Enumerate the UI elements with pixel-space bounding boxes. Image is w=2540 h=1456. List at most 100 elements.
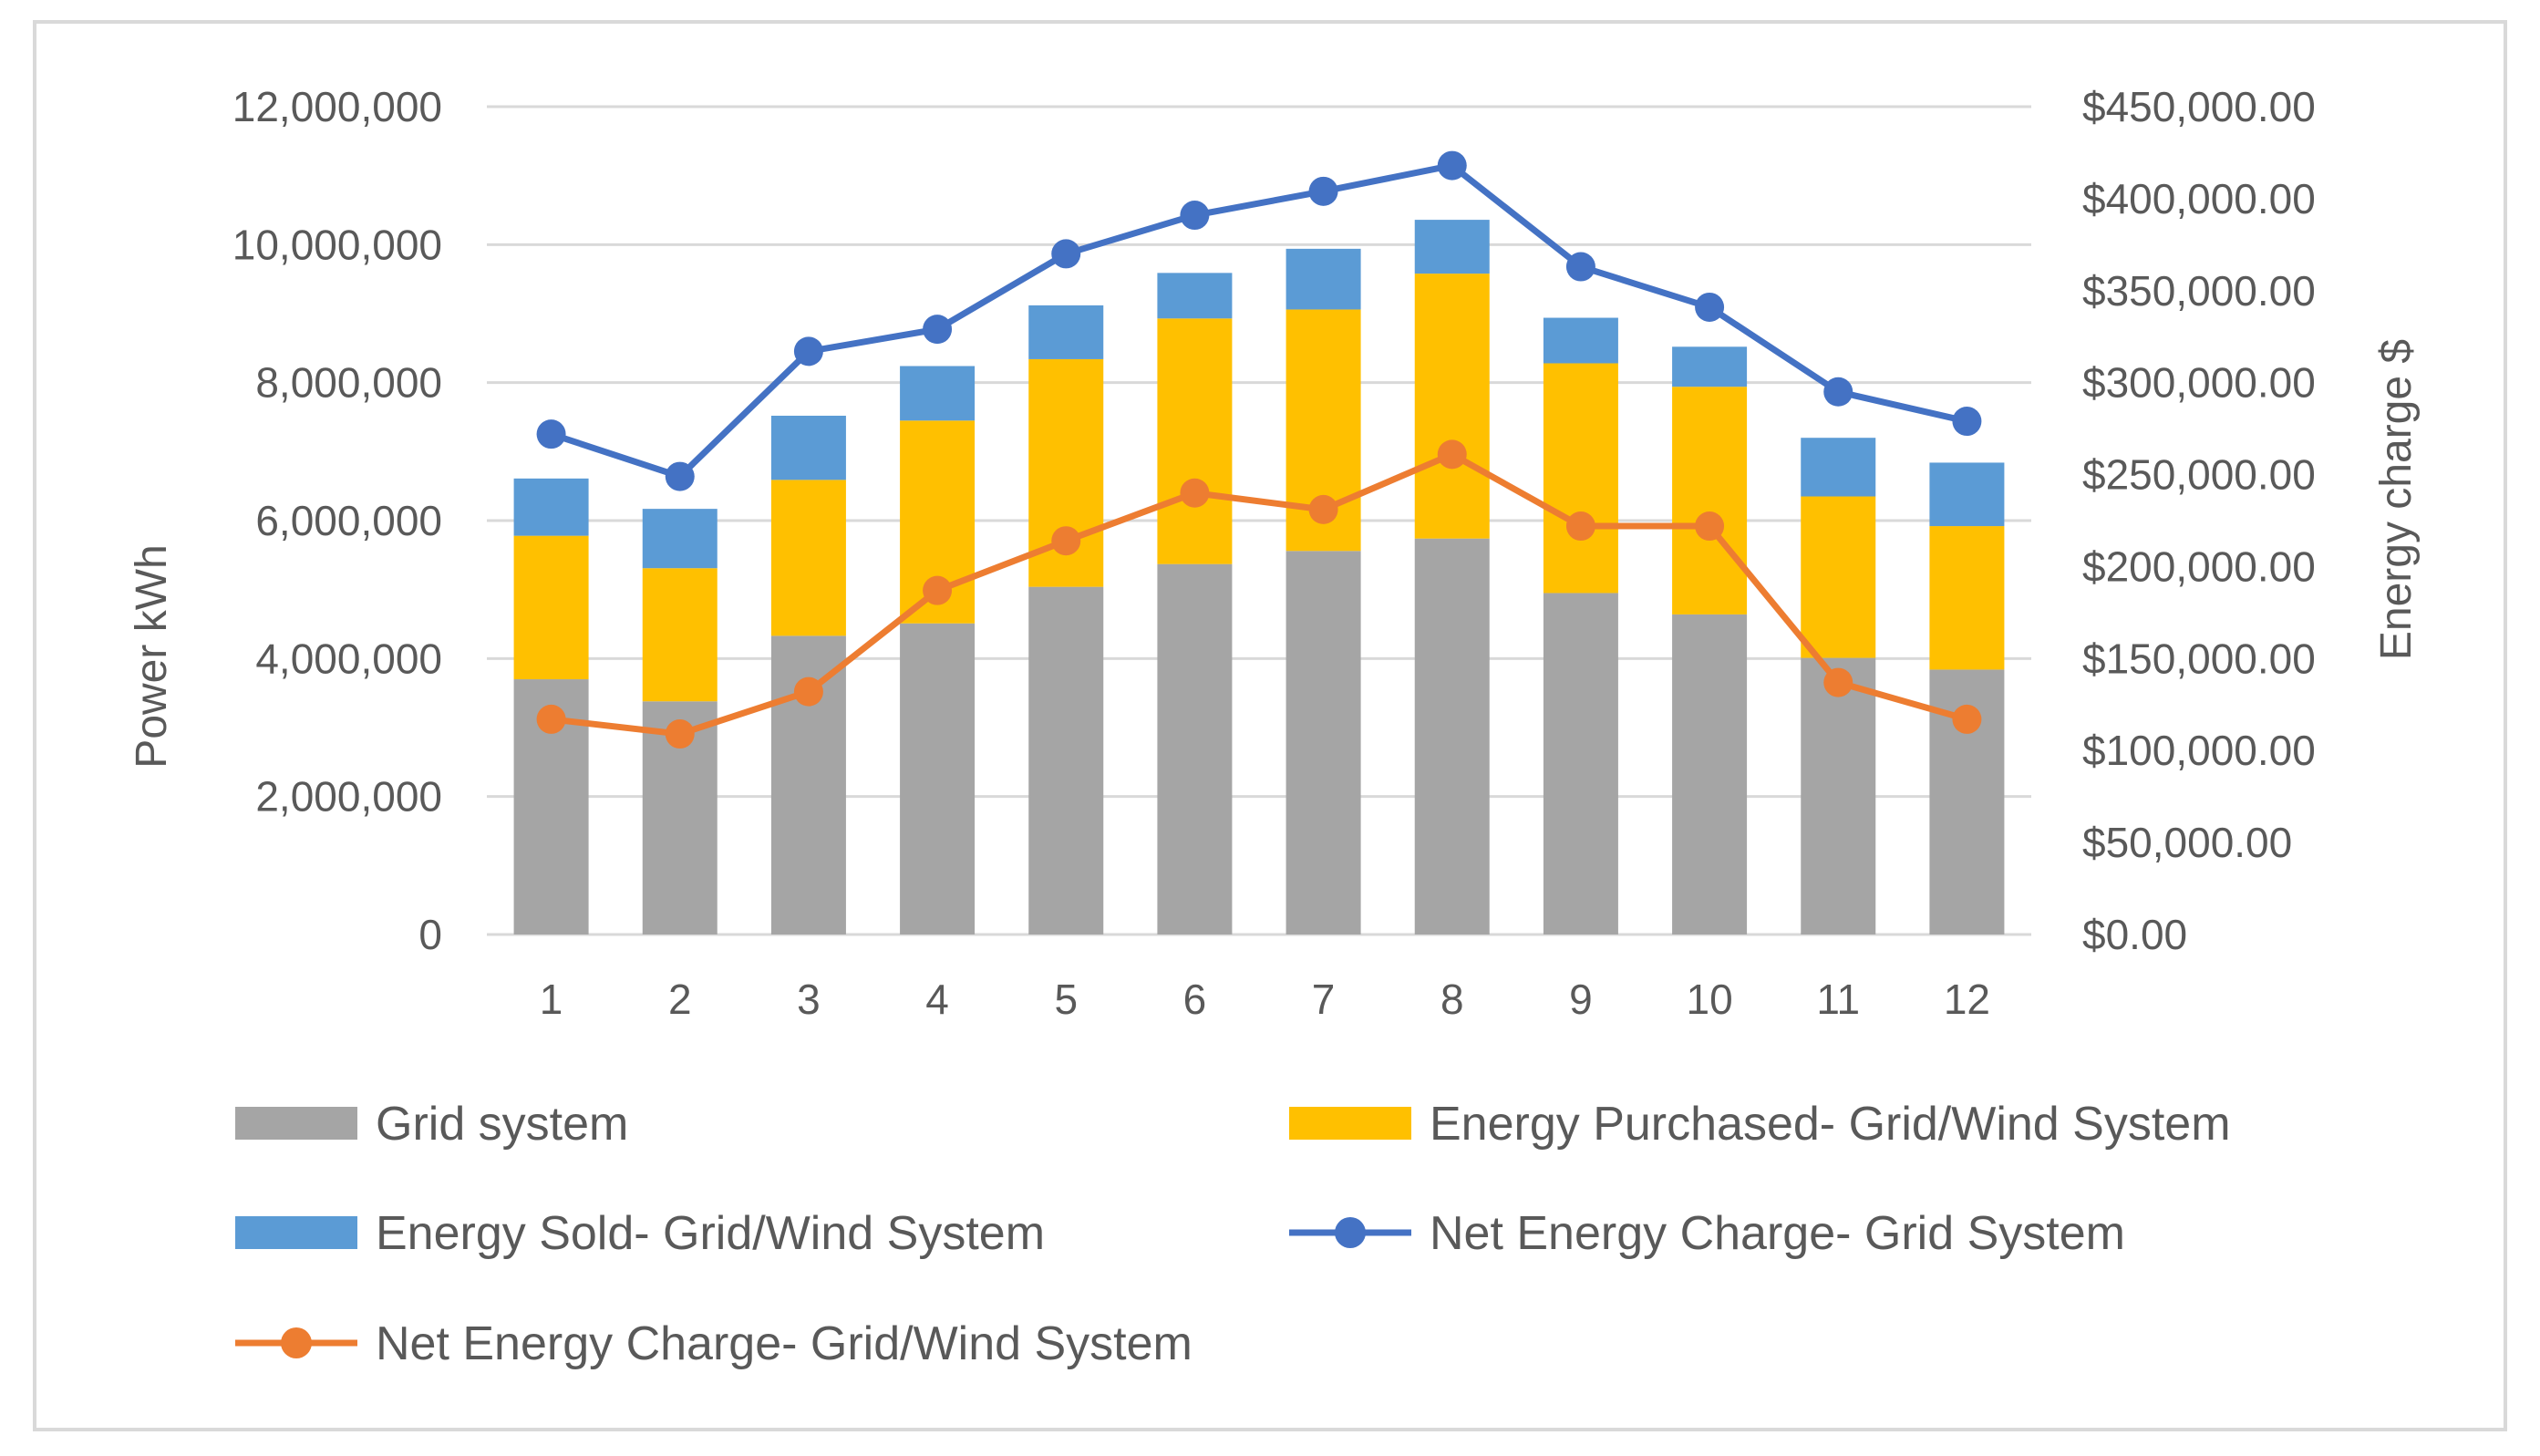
- y-tick-label: 10,000,000: [232, 221, 442, 268]
- point-net-energy-charge-grid-system: [1051, 239, 1081, 269]
- legend-label: Grid system: [376, 1098, 628, 1151]
- point-net-energy-charge-grid-system: [923, 315, 953, 345]
- bars: [513, 220, 2005, 935]
- y2-tick-label: $300,000.00: [2082, 359, 2316, 407]
- y-tick-label: 8,000,000: [255, 359, 442, 407]
- legend-label: Net Energy Charge- Grid/Wind System: [376, 1317, 1193, 1370]
- point-net-energy-charge-grid-system: [1695, 292, 1725, 322]
- bar-energy-sold-grid-wind-system: [1028, 305, 1104, 359]
- bar-energy-purchased-grid-wind-system: [1672, 387, 1748, 614]
- x-tick-label: 4: [925, 976, 949, 1023]
- point-net-energy-charge-grid-wind-system: [536, 704, 566, 734]
- bar-energy-sold-grid-wind-system: [1414, 220, 1490, 274]
- point-net-energy-charge-grid-system: [1180, 201, 1210, 231]
- point-net-energy-charge-grid-wind-system: [923, 575, 953, 605]
- y2-tick-label: $450,000.00: [2082, 83, 2316, 130]
- x-tick-label: 7: [1312, 976, 1336, 1023]
- bar-energy-purchased-grid-wind-system: [1929, 526, 2005, 670]
- legend-swatch: [1289, 1107, 1411, 1140]
- point-net-energy-charge-grid-wind-system: [1308, 494, 1338, 524]
- y2-axis-title: Energy charge $: [2372, 339, 2421, 660]
- x-tick-label: 3: [797, 976, 821, 1023]
- bar-grid-system: [900, 623, 976, 935]
- bar-energy-sold-grid-wind-system: [770, 415, 846, 480]
- y-tick-label: 2,000,000: [255, 773, 442, 821]
- legend-label: Energy Purchased- Grid/Wind System: [1430, 1098, 2231, 1151]
- legend-item-energy-sold-grid-wind-system: Energy Sold- Grid/Wind System: [235, 1207, 1045, 1260]
- point-net-energy-charge-grid-system: [665, 461, 695, 491]
- y2-tick-label: $100,000.00: [2082, 727, 2316, 774]
- y2-tick-label: $0.00: [2082, 911, 2187, 958]
- legend-item-energy-purchased-grid-wind-system: Energy Purchased- Grid/Wind System: [1289, 1098, 2231, 1151]
- bar-energy-purchased-grid-wind-system: [513, 535, 589, 680]
- y-tick-label: 4,000,000: [255, 635, 442, 682]
- legend-label: Energy Sold- Grid/Wind System: [376, 1207, 1045, 1260]
- x-tick-label: 10: [1686, 976, 1732, 1023]
- line-net-energy-charge-grid-wind-system: [551, 450, 1968, 738]
- point-net-energy-charge-grid-wind-system: [793, 676, 823, 707]
- legend-swatch: [235, 1107, 357, 1140]
- x-tick-label: 12: [1944, 976, 1990, 1023]
- x-tick-label: 1: [540, 976, 563, 1023]
- bar-grid-system: [1285, 551, 1361, 935]
- gridlines: [487, 105, 2031, 936]
- y2-tick-label: $350,000.00: [2082, 267, 2316, 315]
- line-net-energy-charge-grid-system: [550, 162, 1968, 480]
- point-net-energy-charge-grid-system: [793, 336, 823, 367]
- y2-tick-label: $400,000.00: [2082, 175, 2316, 222]
- point-net-energy-charge-grid-wind-system: [1695, 511, 1725, 542]
- y2-tick-label: $50,000.00: [2082, 819, 2292, 866]
- bar-grid-system: [1028, 586, 1104, 935]
- point-net-energy-charge-grid-system: [1823, 377, 1853, 407]
- y2-axis-ticks: $0.00 $50,000.00 $100,000.00 $150,000.00 $20…: [2082, 83, 2316, 958]
- point-net-energy-charge-grid-system: [1437, 150, 1467, 181]
- y2-tick-label: $250,000.00: [2082, 451, 2316, 499]
- bar-grid-system: [1157, 563, 1233, 935]
- legend-label: Net Energy Charge- Grid System: [1430, 1207, 2125, 1260]
- point-net-energy-charge-grid-system: [536, 419, 566, 449]
- y-tick-label: 6,000,000: [255, 497, 442, 544]
- bar-energy-sold-grid-wind-system: [1672, 346, 1748, 387]
- bar-energy-purchased-grid-wind-system: [770, 480, 846, 636]
- bar-energy-sold-grid-wind-system: [642, 509, 718, 569]
- bar-energy-sold-grid-wind-system: [1801, 438, 1876, 497]
- series-lines: [536, 150, 1982, 749]
- point-net-energy-charge-grid-system: [1952, 407, 1982, 437]
- bar-energy-sold-grid-wind-system: [1929, 462, 2005, 527]
- point-net-energy-charge-grid-wind-system: [1565, 511, 1595, 542]
- point-net-energy-charge-grid-wind-system: [1180, 478, 1210, 508]
- x-axis-ticks: 1 2 3 4 5 6 7 8 9 10 11 12: [540, 976, 1990, 1023]
- bar-energy-purchased-grid-wind-system: [1414, 274, 1490, 539]
- bar-energy-sold-grid-wind-system: [1157, 273, 1233, 319]
- y2-tick-label: $150,000.00: [2082, 635, 2316, 682]
- x-tick-label: 5: [1054, 976, 1078, 1023]
- y-axis-ticks: 0 2,000,000 4,000,000 6,000,000 8,000,000 10,…: [232, 83, 442, 958]
- x-tick-label: 2: [668, 976, 692, 1023]
- point-net-energy-charge-grid-system: [1308, 176, 1338, 206]
- x-tick-label: 11: [1816, 976, 1860, 1023]
- point-net-energy-charge-grid-system: [1565, 252, 1595, 282]
- point-net-energy-charge-grid-wind-system: [1823, 667, 1853, 697]
- point-net-energy-charge-grid-wind-system: [1437, 439, 1467, 470]
- chart-frame: [33, 20, 2507, 1431]
- y2-tick-label: $200,000.00: [2082, 542, 2316, 590]
- bar-grid-system: [1672, 614, 1748, 935]
- point-net-energy-charge-grid-wind-system: [1051, 526, 1081, 556]
- bar-energy-purchased-grid-wind-system: [1801, 496, 1876, 658]
- legend-marker: [1335, 1217, 1366, 1248]
- bar-energy-sold-grid-wind-system: [900, 366, 976, 421]
- legend-marker: [281, 1327, 312, 1358]
- legend-swatch: [235, 1216, 357, 1249]
- bar-energy-sold-grid-wind-system: [1543, 317, 1618, 364]
- point-net-energy-charge-grid-wind-system: [1952, 704, 1982, 734]
- bar-energy-sold-grid-wind-system: [1285, 248, 1361, 310]
- point-net-energy-charge-grid-wind-system: [665, 719, 695, 749]
- y-tick-label: 12,000,000: [232, 83, 442, 130]
- bar-grid-system: [1801, 657, 1876, 935]
- y-axis-title: Power kWh: [128, 544, 176, 768]
- bar-energy-purchased-grid-wind-system: [1543, 363, 1618, 594]
- x-tick-label: 6: [1183, 976, 1207, 1023]
- bar-grid-system: [1543, 593, 1618, 935]
- legend-item-net-energy-charge-grid-system: Net Energy Charge- Grid System: [1289, 1207, 2125, 1260]
